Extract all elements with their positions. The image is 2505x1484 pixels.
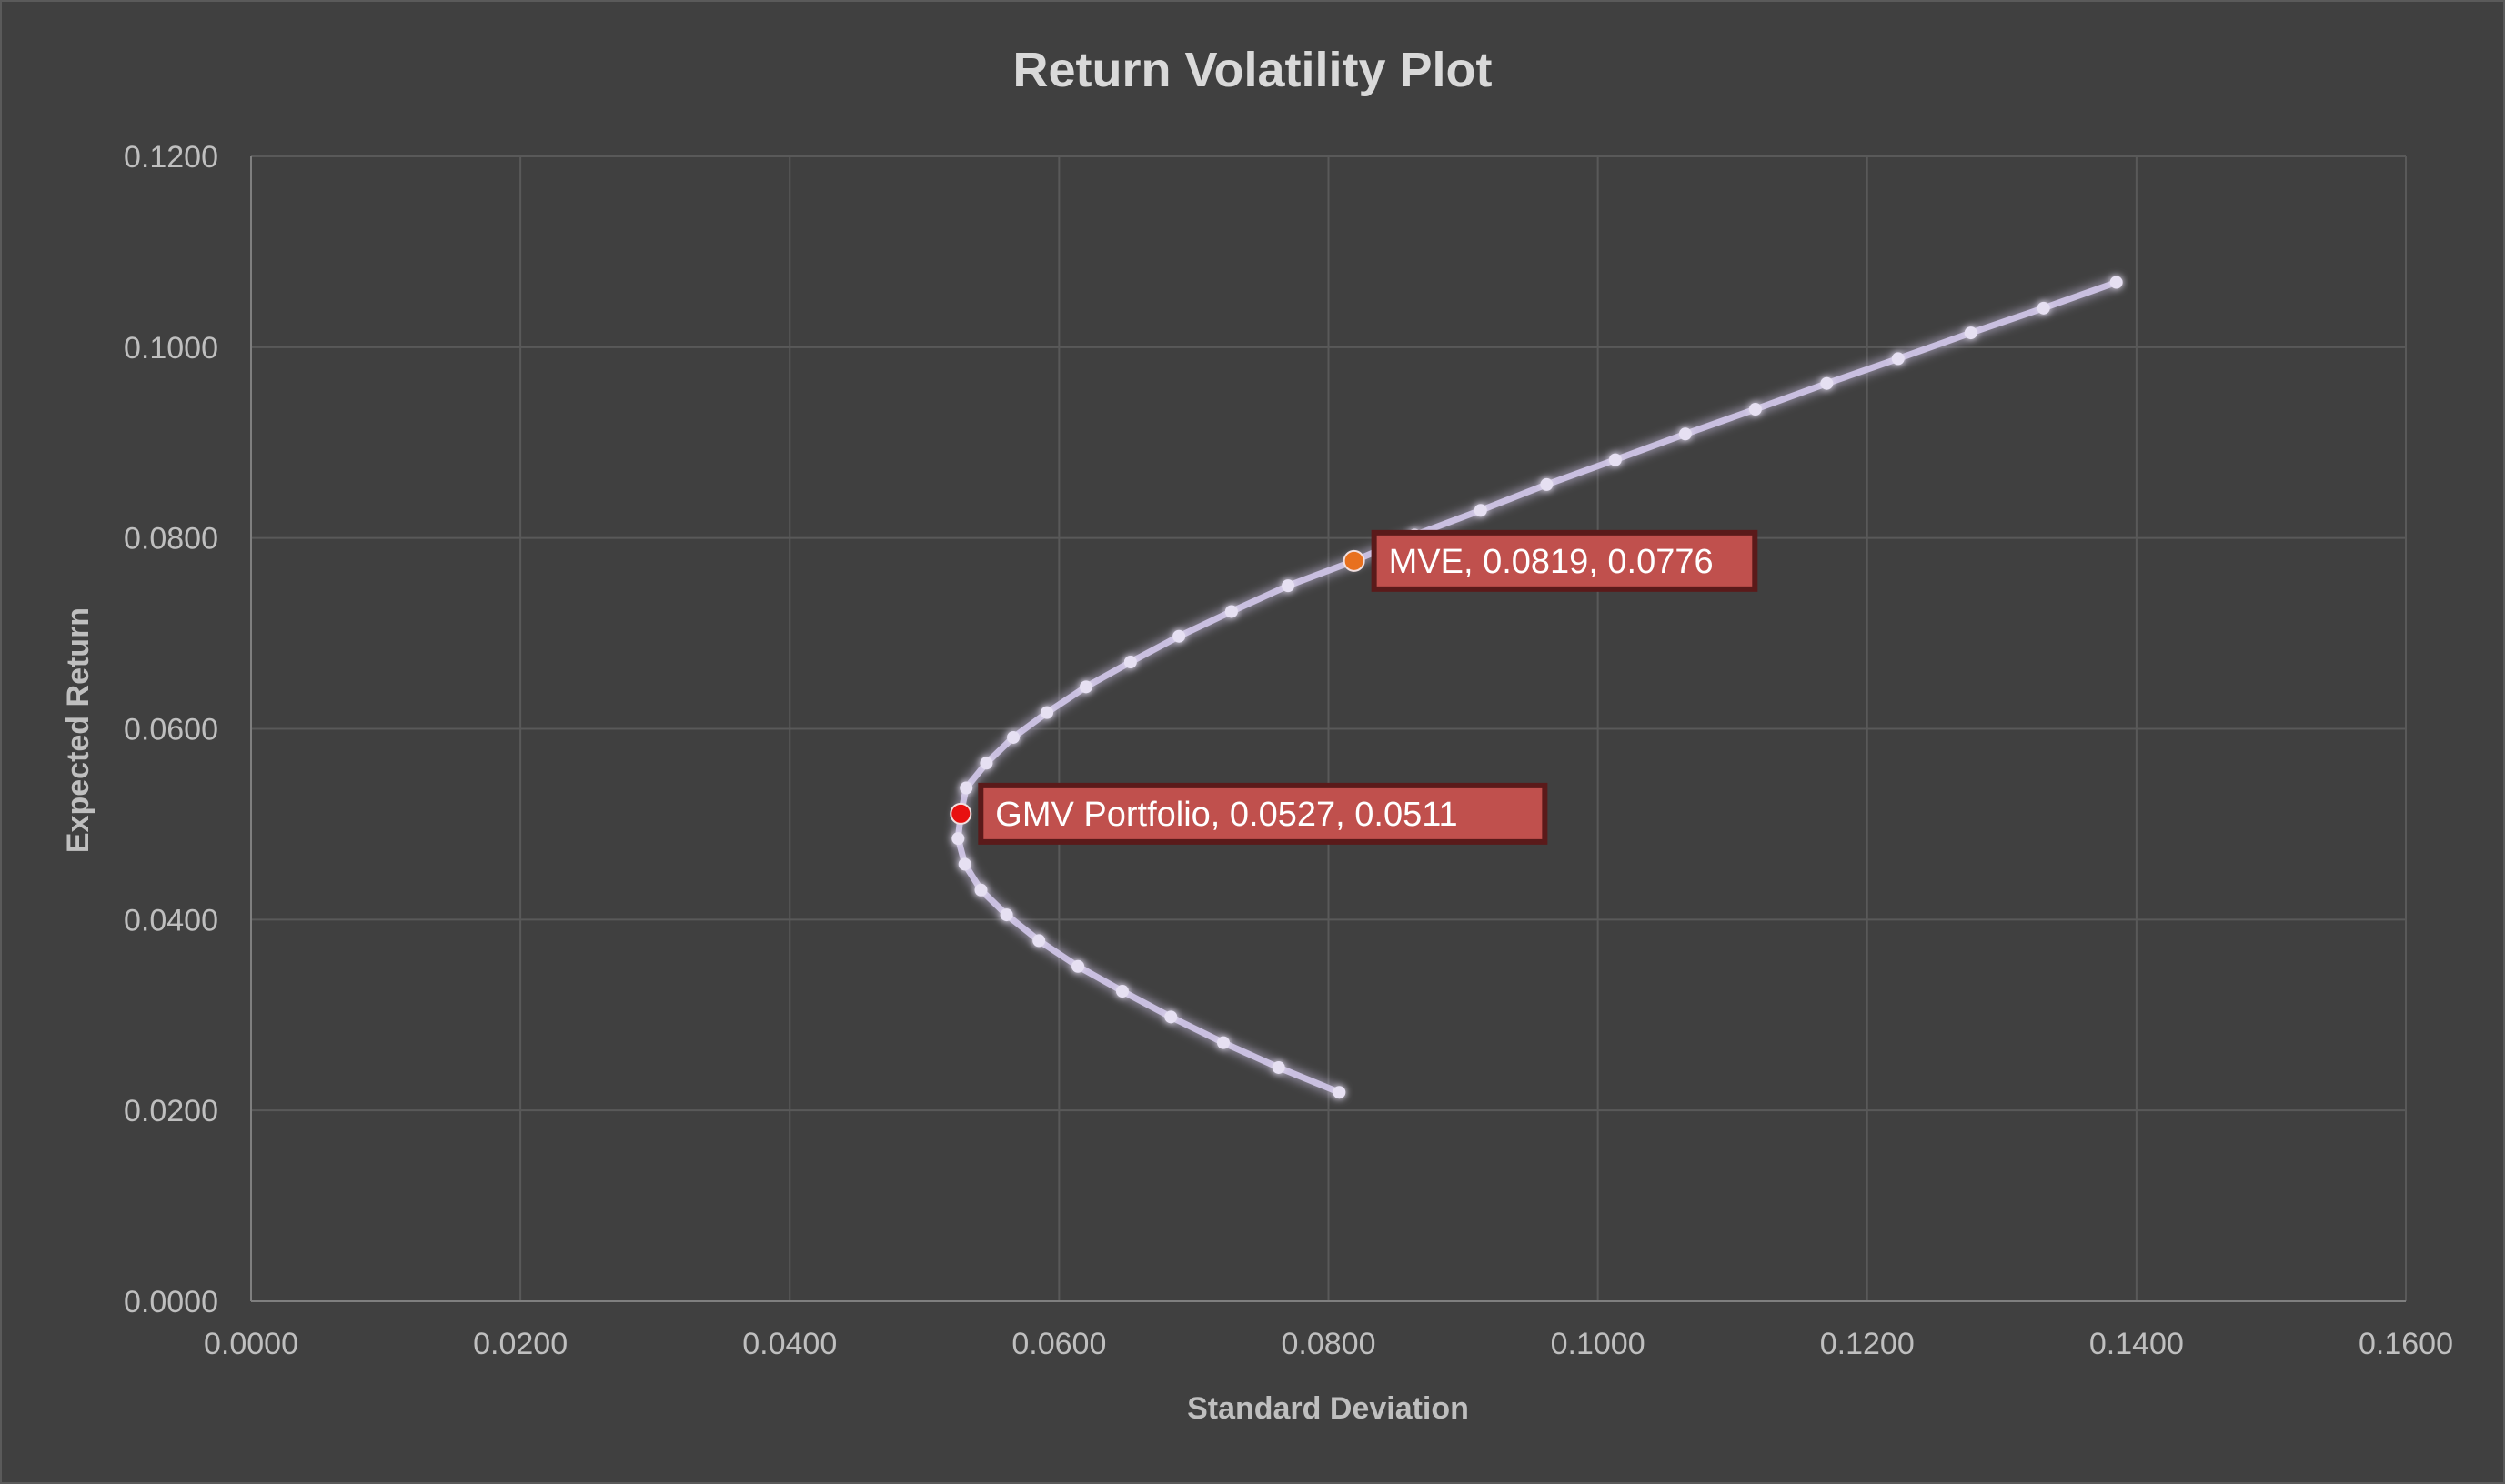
data-point <box>1540 477 1554 491</box>
gmv-annotation: GMV Portfolio, 0.0527, 0.0511 <box>950 782 1548 845</box>
data-point <box>1474 504 1487 517</box>
data-point <box>1079 680 1092 694</box>
x-tick-label: 0.0600 <box>1011 1327 1106 1361</box>
data-point <box>974 883 988 897</box>
data-point <box>1164 1010 1178 1024</box>
data-point <box>1000 908 1013 922</box>
data-point <box>1608 453 1622 466</box>
data-point <box>958 857 971 871</box>
data-point <box>1678 427 1692 441</box>
axes: 0.0000 0.0200 0.0400 0.0600 0.0800 0.1000 0.12… <box>124 140 2453 1361</box>
data-point <box>2109 276 2123 289</box>
mve-marker <box>1343 549 1365 572</box>
y-tick-label: 0.0800 <box>124 522 218 556</box>
data-point <box>960 781 973 795</box>
x-tick-label: 0.0200 <box>473 1327 568 1361</box>
data-point <box>1071 959 1085 973</box>
data-point <box>1032 934 1046 948</box>
data-point <box>1891 352 1905 366</box>
y-tick-label: 0.0600 <box>124 713 218 747</box>
annotation-box <box>1371 529 1758 592</box>
chart-title: Return Volatility Plot <box>1012 43 1492 97</box>
y-tick-label: 0.1200 <box>124 140 218 175</box>
data-point <box>1272 1060 1285 1074</box>
annotations: MVE, 0.0819, 0.0776 GMV Portfolio, 0.0527… <box>950 529 1758 845</box>
data-point <box>1224 605 1238 618</box>
data-point <box>1172 629 1186 643</box>
data-point <box>1820 376 1834 390</box>
data-point <box>1748 403 1762 416</box>
annotation-label: GMV Portfolio, 0.0527, 0.0511 <box>995 796 1457 834</box>
data-point <box>1964 326 1977 340</box>
x-tick-label: 0.1400 <box>2089 1327 2184 1361</box>
annotation-box <box>978 782 1548 845</box>
data-point <box>1123 656 1137 669</box>
data-point <box>1115 985 1129 998</box>
x-tick-label: 0.0000 <box>204 1327 298 1361</box>
x-tick-label: 0.1000 <box>1551 1327 1645 1361</box>
x-tick-label: 0.0800 <box>1282 1327 1376 1361</box>
mve-annotation: MVE, 0.0819, 0.0776 <box>1343 529 1758 592</box>
data-point <box>2037 301 2050 315</box>
y-tick-label: 0.0000 <box>124 1285 218 1319</box>
data-point <box>1041 706 1054 719</box>
gmv-marker <box>950 802 972 825</box>
x-tick-label: 0.1200 <box>1820 1327 1915 1361</box>
x-tick-label: 0.0400 <box>742 1327 837 1361</box>
data-point <box>1217 1036 1231 1049</box>
annotation-label: MVE, 0.0819, 0.0776 <box>1389 543 1714 581</box>
y-tick-label: 0.1000 <box>124 331 218 366</box>
y-axis-title: Expected Return <box>61 607 96 853</box>
data-point <box>1007 730 1021 744</box>
data-point <box>1282 579 1295 593</box>
data-point <box>1333 1086 1346 1099</box>
x-axis-title: Standard Deviation <box>1187 1391 1469 1426</box>
data-point <box>980 757 993 770</box>
x-tick-label: 0.1600 <box>2359 1327 2453 1361</box>
data-point <box>951 832 965 846</box>
y-tick-label: 0.0400 <box>124 903 218 938</box>
y-tick-label: 0.0200 <box>124 1094 218 1128</box>
